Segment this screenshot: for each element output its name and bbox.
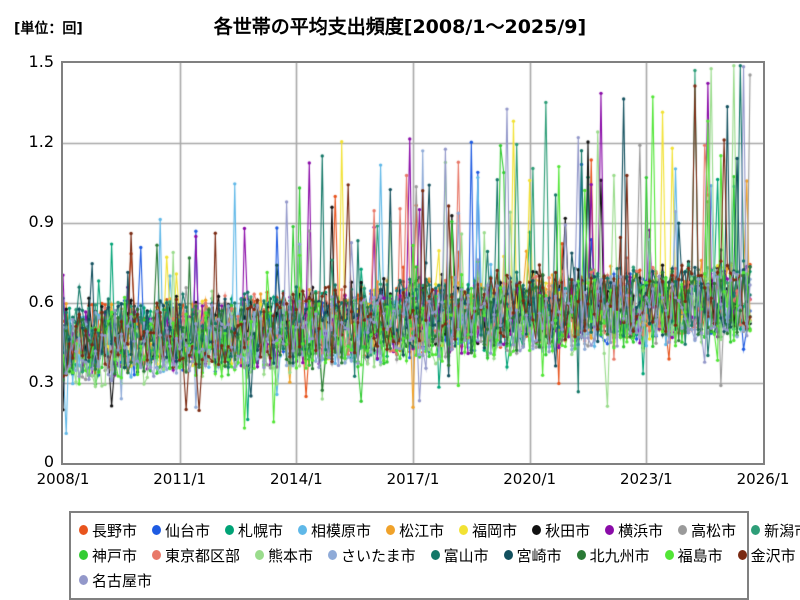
y-tick-label: 0.3 [28, 372, 54, 391]
y-tick-label: 0.9 [28, 212, 54, 231]
x-tick-label: 2017/1 [386, 470, 440, 488]
unit-label: [単位：回] [14, 21, 83, 37]
legend-item-16: 宮崎市 [503, 545, 562, 566]
y-tick-label: 1.2 [28, 132, 54, 151]
legend: 長野市 仙台市 札幌市 相模原市 松江市 福岡市 秋田市 横浜市 高松市 新潟市神戸市 東京都区部 熊… [69, 511, 800, 600]
legend-label: 神戸市 [92, 546, 138, 565]
x-tick-label: 2011/1 [153, 470, 207, 488]
legend-item-17: 北九州市 [576, 545, 650, 566]
legend-marker-icon [576, 550, 586, 560]
legend-label: 北九州市 [589, 546, 650, 565]
legend-label: 横浜市 [618, 521, 664, 540]
legend-label: 金沢市 [750, 546, 796, 565]
legend-label: 秋田市 [545, 521, 591, 540]
legend-marker-icon [664, 550, 674, 560]
legend-label: 仙台市 [165, 521, 211, 540]
legend-label: 東京都区部 [165, 546, 241, 565]
legend-item-6: 福岡市 [459, 520, 517, 541]
x-tick-label: 2026/1 [736, 470, 790, 488]
legend-label: さいたま市 [341, 546, 416, 565]
chart-title: 各世帯の平均支出頻度[2008/1～2025/9] [213, 16, 587, 38]
legend-item-18: 福島市 [664, 545, 723, 566]
legend-row: 長野市 仙台市 札幌市 相模原市 松江市 福岡市 秋田市 横浜市 高松市 新潟市 [79, 518, 800, 542]
legend-item-13: 熊本市 [255, 545, 313, 566]
legend-marker-icon [737, 550, 747, 560]
legend-item-1: 長野市 [79, 520, 137, 541]
x-tick-label: 2020/1 [503, 470, 557, 488]
legend-label: 宮崎市 [516, 546, 562, 565]
y-tick-label: 0.6 [28, 292, 54, 311]
legend-item-15: 富山市 [430, 545, 489, 566]
line-chart-canvas [63, 63, 763, 463]
legend-item-3: 札幌市 [225, 520, 283, 541]
legend-item-9: 高松市 [678, 520, 736, 541]
legend-item-19: 金沢市 [737, 545, 796, 566]
legend-marker-icon [386, 525, 396, 535]
legend-label: 高松市 [691, 521, 737, 540]
legend-item-20: 名古屋市 [79, 570, 152, 591]
legend-item-10: 新潟市 [751, 520, 800, 541]
legend-marker-icon [79, 550, 88, 560]
legend-item-8: 横浜市 [605, 520, 663, 541]
legend-marker-icon [255, 550, 265, 560]
legend-item-14: さいたま市 [328, 545, 416, 566]
legend-label: 松江市 [399, 521, 445, 540]
legend-label: 新潟市 [764, 521, 800, 540]
legend-item-7: 秋田市 [532, 520, 590, 541]
legend-marker-icon [459, 525, 469, 535]
legend-marker-icon [328, 550, 338, 560]
legend-marker-icon [225, 525, 235, 535]
legend-label: 福島市 [677, 546, 723, 565]
legend-label: 相模原市 [311, 521, 372, 540]
legend-item-5: 松江市 [386, 520, 444, 541]
plot-area [61, 61, 765, 465]
legend-label: 名古屋市 [92, 571, 153, 590]
legend-marker-icon [152, 525, 162, 535]
legend-item-11: 神戸市 [79, 545, 137, 566]
legend-label: 札幌市 [238, 521, 284, 540]
legend-marker-icon [152, 550, 162, 560]
legend-marker-icon [430, 550, 440, 560]
legend-item-12: 東京都区部 [152, 545, 240, 566]
legend-item-4: 相模原市 [298, 520, 371, 541]
legend-marker-icon [532, 525, 542, 535]
legend-row: 神戸市 東京都区部 熊本市 さいたま市 富山市 宮崎市 北九州市 福島市 金沢市 [79, 543, 796, 567]
legend-row: 名古屋市 [79, 568, 739, 592]
x-tick-label: 2008/1 [36, 470, 90, 488]
legend-label: 熊本市 [268, 546, 314, 565]
y-tick-label: 1.5 [28, 52, 54, 71]
legend-label: 福岡市 [472, 521, 518, 540]
legend-marker-icon [605, 525, 615, 535]
legend-marker-icon [298, 525, 308, 535]
legend-marker-icon [503, 550, 513, 560]
legend-label: 長野市 [92, 521, 138, 540]
legend-label: 富山市 [443, 546, 489, 565]
x-tick-label: 2014/1 [269, 470, 323, 488]
legend-marker-icon [751, 525, 761, 535]
x-tick-label: 2023/1 [619, 470, 673, 488]
legend-marker-icon [79, 525, 88, 535]
legend-marker-icon [79, 575, 88, 585]
y-tick-label: 0 [43, 452, 54, 471]
legend-item-2: 仙台市 [152, 520, 210, 541]
legend-marker-icon [678, 525, 688, 535]
